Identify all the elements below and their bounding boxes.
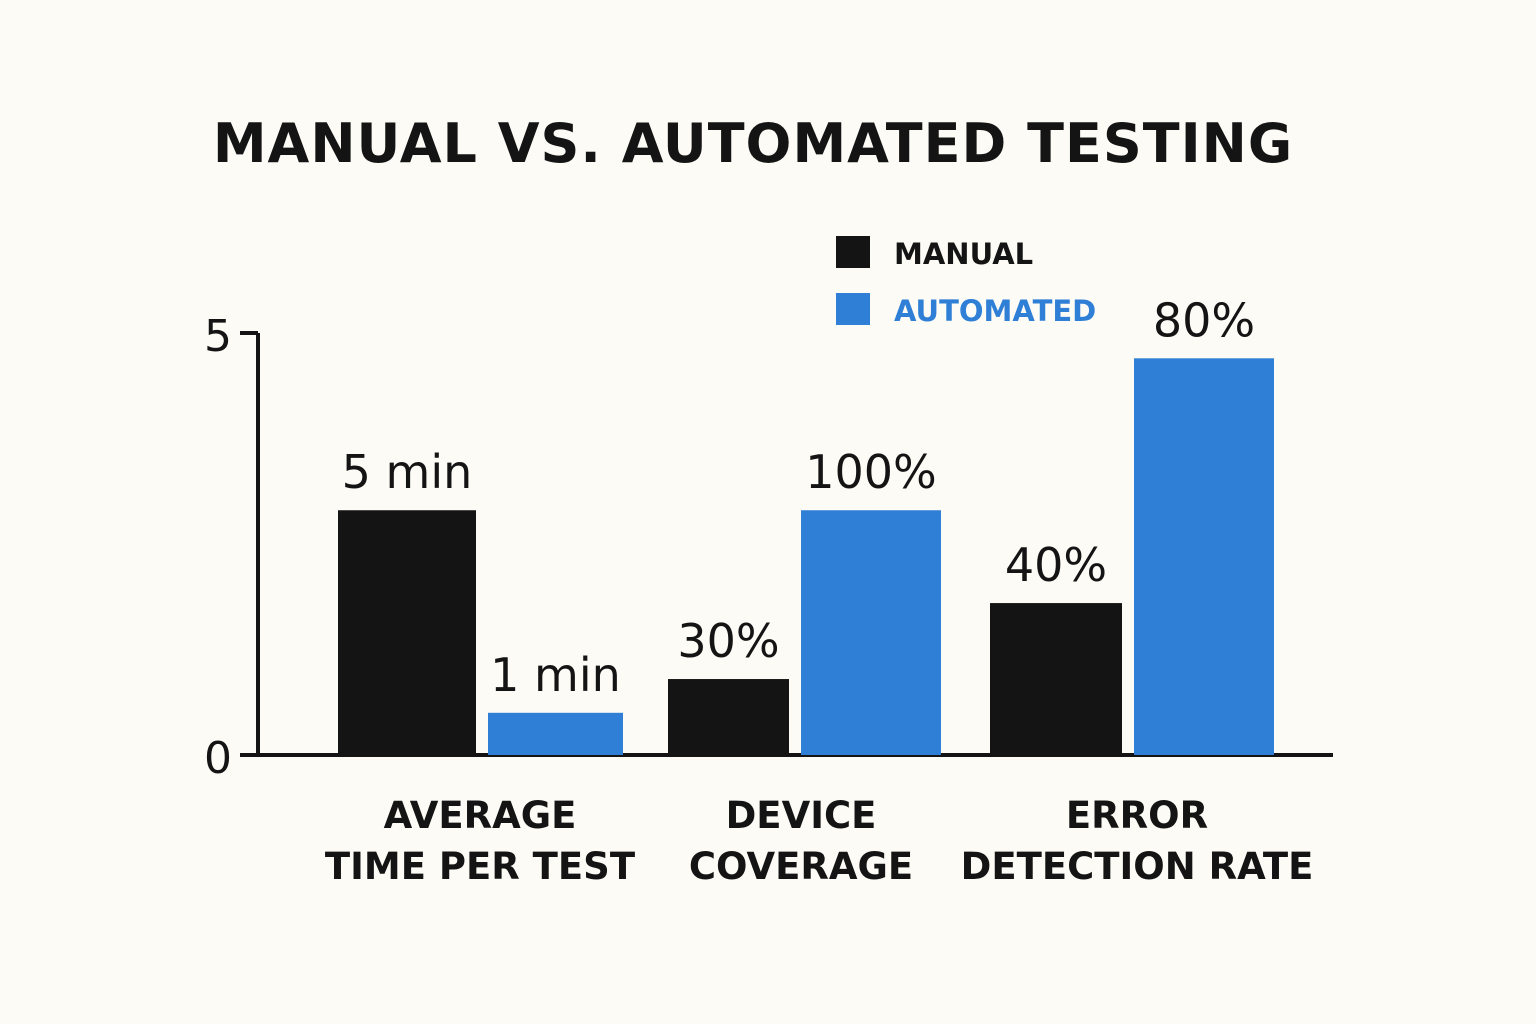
bar-manual bbox=[338, 510, 476, 755]
category-label: TIME PER TEST bbox=[325, 845, 636, 888]
data-label: 80% bbox=[1153, 293, 1255, 347]
y-tick-label: 0 bbox=[204, 733, 232, 784]
data-label: 100% bbox=[805, 445, 937, 499]
category-label: DEVICE bbox=[726, 794, 877, 837]
category-label: AVERAGE bbox=[384, 794, 577, 837]
legend-swatch-manual bbox=[836, 236, 870, 268]
data-label: 30% bbox=[677, 614, 779, 668]
data-label: 5 min bbox=[342, 445, 473, 499]
bar-automated bbox=[488, 712, 623, 755]
bar-manual bbox=[990, 603, 1122, 755]
category-label: DETECTION RATE bbox=[961, 845, 1314, 888]
data-label: 40% bbox=[1005, 538, 1107, 592]
value-labels: 5 min 1 min 30% 100% 40% 80% bbox=[342, 293, 1255, 701]
bar-manual bbox=[668, 679, 789, 755]
legend-label-manual: MANUAL bbox=[894, 237, 1033, 271]
category-label: COVERAGE bbox=[689, 845, 913, 888]
category-labels: AVERAGE TIME PER TEST DEVICE COVERAGE ERROR D… bbox=[325, 794, 1313, 888]
bar-automated bbox=[1134, 358, 1274, 755]
bar-automated bbox=[801, 510, 941, 755]
legend: MANUAL AUTOMATED bbox=[836, 236, 1096, 328]
chart-title: MANUAL VS. AUTOMATED TESTING bbox=[212, 112, 1294, 175]
bars bbox=[338, 358, 1274, 755]
legend-swatch-automated bbox=[836, 293, 870, 325]
data-label: 1 min bbox=[490, 648, 621, 702]
legend-label-automated: AUTOMATED bbox=[894, 294, 1096, 328]
category-label: ERROR bbox=[1066, 794, 1208, 837]
y-tick-label: 5 bbox=[204, 311, 232, 362]
